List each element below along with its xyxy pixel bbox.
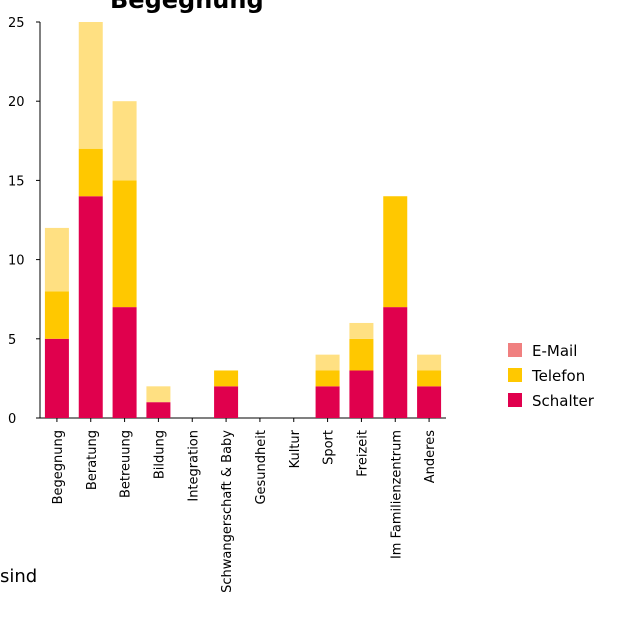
legend-label: E-Mail [532,342,577,360]
bar-segment [315,354,340,371]
bar-segment [112,180,137,308]
y-tick-label: 5 [8,333,16,348]
bar-segment [349,338,374,371]
bar-segment [78,196,103,418]
bar-segment [44,338,69,418]
bar-segment [349,322,374,339]
x-category-label: Schwangerschaft & Baby [220,430,235,593]
bar-segment [112,307,137,418]
bar-segment [44,291,69,339]
chart-title-fragment: Begegnung [110,0,264,14]
bar-segment [383,196,408,308]
x-category-label: Sport [322,430,337,465]
x-category-label: Betreuung [119,430,134,498]
x-category-label: Freizeit [355,430,370,477]
bar-segment [417,386,442,418]
x-category-label: Beratung [85,430,100,490]
bar-segment [214,370,239,387]
y-tick-label: 25 [8,16,25,31]
bar-segment [78,22,103,149]
bar-segment [315,370,340,387]
y-tick-label: 0 [8,412,16,427]
bar-segment [383,307,408,418]
bar-segment [214,386,239,418]
bar-segment [417,370,442,387]
bar-segment [146,386,171,403]
bar-segment [44,227,69,292]
y-tick-label: 20 [8,95,25,110]
x-category-label: Bildung [152,430,167,479]
x-category-label: Anderes [423,430,438,483]
x-category-label: Begegnung [51,430,66,504]
y-tick-label: 15 [8,174,25,189]
legend-label: Schalter [532,392,595,410]
bar-segment [78,148,103,197]
x-category-label: Integration [186,430,201,502]
legend-swatch [508,343,522,357]
side-text-fragment: sind [0,566,38,587]
bar-segment [315,386,340,418]
legend-swatch [508,368,522,382]
bar-segment [112,101,137,181]
legend-label: Telefon [531,367,585,385]
x-category-label: Gesundheit [254,430,269,505]
bar-segment [417,354,442,371]
bar-segment [146,402,171,418]
x-category-label: Im Familienzentrum [389,430,404,559]
bar-segment [349,370,374,418]
legend-swatch [508,393,522,407]
y-tick-label: 10 [8,254,25,269]
x-category-label: Kultur [288,429,303,468]
